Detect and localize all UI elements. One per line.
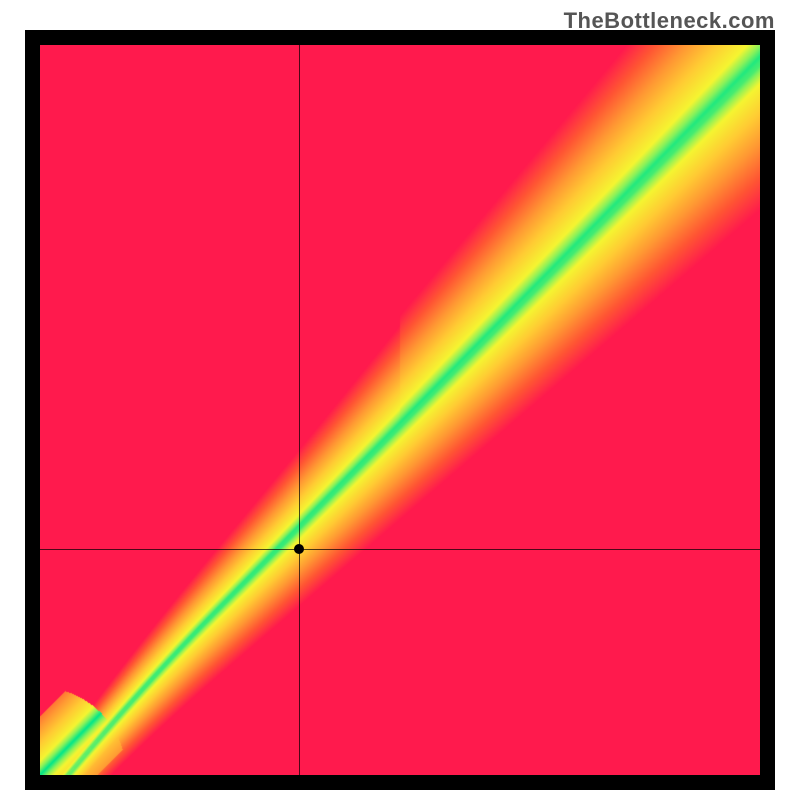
heatmap-canvas bbox=[40, 45, 760, 775]
plot-area bbox=[40, 45, 760, 775]
marker-dot bbox=[294, 544, 304, 554]
plot-frame bbox=[25, 30, 775, 790]
chart-container: TheBottleneck.com bbox=[0, 0, 800, 800]
crosshair-vertical bbox=[299, 45, 300, 775]
crosshair-horizontal bbox=[40, 549, 760, 550]
